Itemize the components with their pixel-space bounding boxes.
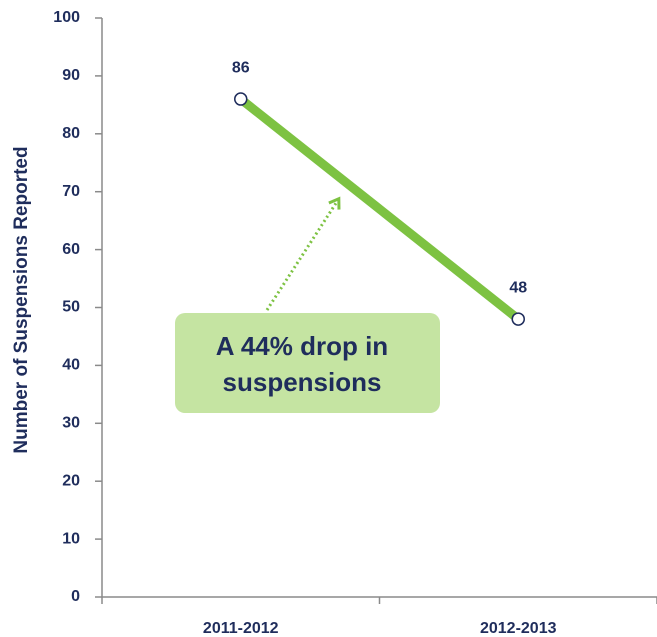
y-tick-label: 30	[62, 415, 80, 432]
y-tick-label: 20	[62, 472, 80, 489]
annotation-text: A 44% drop in	[216, 331, 388, 361]
y-tick-label: 90	[62, 67, 80, 84]
data-point	[511, 312, 525, 326]
data-label: 48	[509, 279, 527, 296]
x-tick-label: 2012-2013	[480, 620, 557, 637]
y-tick-label: 40	[62, 357, 80, 374]
data-line	[237, 95, 522, 323]
annotation-text: suspensions	[223, 367, 382, 397]
y-tick-label: 70	[62, 183, 80, 200]
y-tick-label: 0	[71, 588, 80, 605]
y-tick-label: 60	[62, 241, 80, 258]
x-tick-label: 2011-2012	[203, 620, 279, 637]
data-label: 86	[232, 59, 250, 76]
annotation-arrow	[265, 196, 341, 311]
y-tick-label: 10	[62, 530, 80, 547]
y-tick-label: 50	[62, 299, 80, 316]
y-axis-label: Number of Suspensions Reported	[11, 146, 32, 453]
y-tick-label: 80	[62, 125, 80, 142]
data-point	[234, 92, 248, 106]
y-tick-label: 100	[53, 9, 80, 26]
annotation-box	[175, 313, 440, 413]
